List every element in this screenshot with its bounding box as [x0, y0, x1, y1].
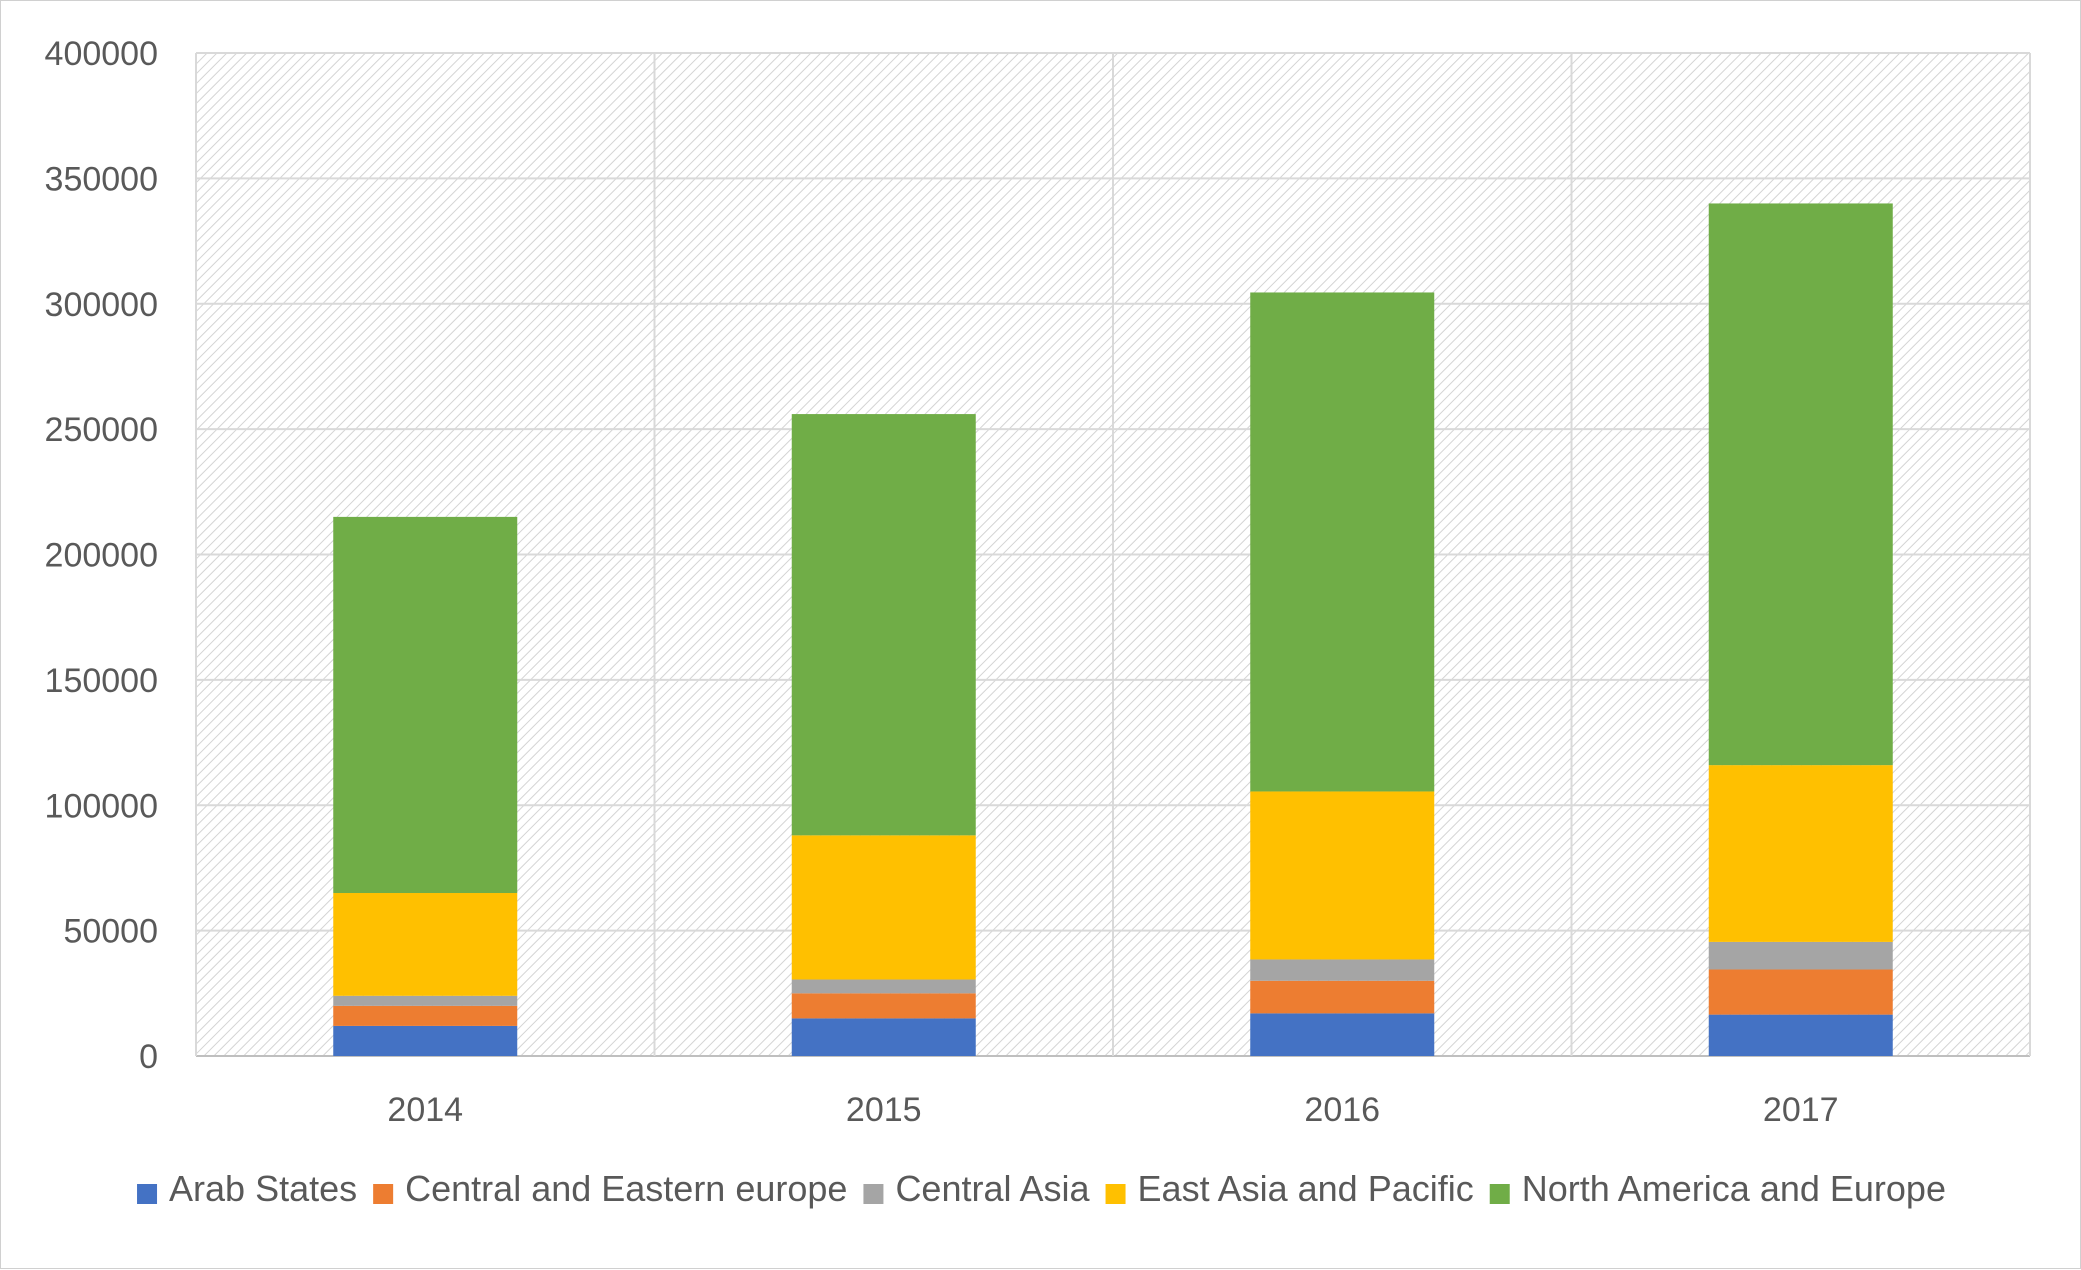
legend-item: East Asia and Pacific [1105, 1168, 1474, 1209]
x-tick-label: 2017 [1763, 1091, 1839, 1129]
bar-segment [1250, 980, 1435, 1014]
bar-segment [1708, 941, 1893, 970]
bar-segment [1250, 959, 1435, 981]
y-tick-label: 100000 [45, 787, 158, 825]
x-tick-label: 2015 [846, 1091, 922, 1129]
y-axis-tick-labels: 0 50000 100000 150000 200000 250000 300000 3500… [45, 35, 158, 1076]
bar-segment [1250, 791, 1435, 960]
bar-segment [1708, 203, 1893, 766]
legend-item: Arab States [137, 1168, 357, 1209]
legend-swatch [1105, 1184, 1126, 1204]
bars [333, 203, 1893, 1056]
y-tick-label: 350000 [45, 160, 158, 198]
bar-segment [791, 835, 976, 980]
y-tick-label: 50000 [63, 913, 158, 951]
y-tick-label: 200000 [45, 537, 158, 575]
y-tick-label: 300000 [45, 286, 158, 324]
bar-segment [333, 516, 518, 894]
bar-segment [791, 993, 976, 1019]
bar-segment [1250, 1013, 1435, 1056]
legend-item: North America and Europe [1489, 1168, 1946, 1209]
x-axis-tick-labels: 2014 2015 2016 2017 [387, 1091, 1838, 1129]
bar-segment [333, 1005, 518, 1026]
legend-item: Central and Eastern europe [373, 1168, 847, 1209]
y-tick-label: 150000 [45, 662, 158, 700]
bar-segment [1708, 969, 1893, 1015]
legend-swatch [863, 1184, 884, 1204]
legend-label: Central and Eastern europe [405, 1168, 847, 1209]
bar-segment [791, 414, 976, 836]
legend-swatch [373, 1184, 394, 1204]
bar-segment [791, 1018, 976, 1056]
bar-segment [1250, 292, 1435, 792]
legend-swatch [137, 1184, 158, 1204]
bar-segment [333, 893, 518, 996]
legend-label: Central Asia [895, 1168, 1090, 1209]
legend: Arab States Central and Eastern europe Cen… [137, 1168, 1946, 1209]
bar-segment [1708, 765, 1893, 942]
bar-segment [333, 995, 518, 1006]
legend-label: East Asia and Pacific [1138, 1168, 1474, 1209]
x-tick-label: 2016 [1304, 1091, 1380, 1129]
x-tick-label: 2014 [387, 1091, 463, 1129]
legend-item: Central Asia [863, 1168, 1091, 1209]
y-tick-label: 400000 [45, 35, 158, 73]
bar-segment [333, 1025, 518, 1056]
legend-swatch [1489, 1184, 1510, 1204]
y-tick-label: 0 [139, 1038, 158, 1076]
legend-label: North America and Europe [1522, 1168, 1946, 1209]
legend-label: Arab States [169, 1168, 357, 1209]
y-tick-label: 250000 [45, 411, 158, 449]
bar-segment [791, 979, 976, 994]
bar-segment [1708, 1014, 1893, 1056]
